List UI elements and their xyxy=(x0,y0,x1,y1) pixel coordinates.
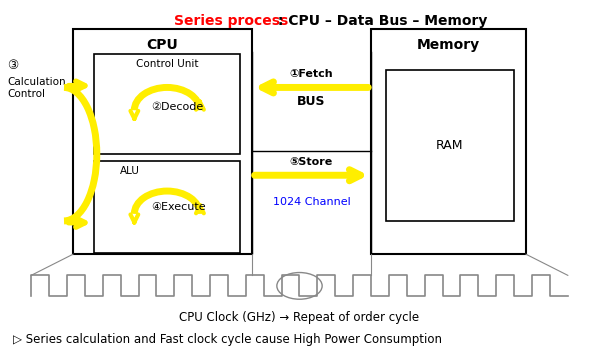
FancyBboxPatch shape xyxy=(386,70,514,221)
Text: : CPU – Data Bus – Memory: : CPU – Data Bus – Memory xyxy=(273,14,487,28)
Text: CPU Clock (GHz) → Repeat of order cycle: CPU Clock (GHz) → Repeat of order cycle xyxy=(180,311,419,324)
Text: RAM: RAM xyxy=(436,139,464,152)
Text: Calculation
Control: Calculation Control xyxy=(7,77,66,98)
Text: ②Decode: ②Decode xyxy=(152,102,204,112)
Text: ④Execute: ④Execute xyxy=(152,202,206,212)
Text: ③: ③ xyxy=(7,59,19,72)
FancyBboxPatch shape xyxy=(94,161,240,252)
Text: ▷ Series calculation and Fast clock cycle cause High Power Consumption: ▷ Series calculation and Fast clock cycl… xyxy=(13,333,442,346)
Text: ⑤Store: ⑤Store xyxy=(290,157,333,167)
Text: CPU: CPU xyxy=(147,38,179,52)
Text: BUS: BUS xyxy=(297,95,326,108)
Text: ALU: ALU xyxy=(120,166,140,176)
Text: Series process: Series process xyxy=(174,14,289,28)
Text: 1024 Channel: 1024 Channel xyxy=(273,196,350,207)
FancyBboxPatch shape xyxy=(371,29,526,254)
Text: ①Fetch: ①Fetch xyxy=(289,69,333,79)
Text: Control Unit: Control Unit xyxy=(136,59,198,69)
FancyBboxPatch shape xyxy=(94,54,240,154)
Text: Memory: Memory xyxy=(417,38,480,52)
FancyBboxPatch shape xyxy=(73,29,252,254)
